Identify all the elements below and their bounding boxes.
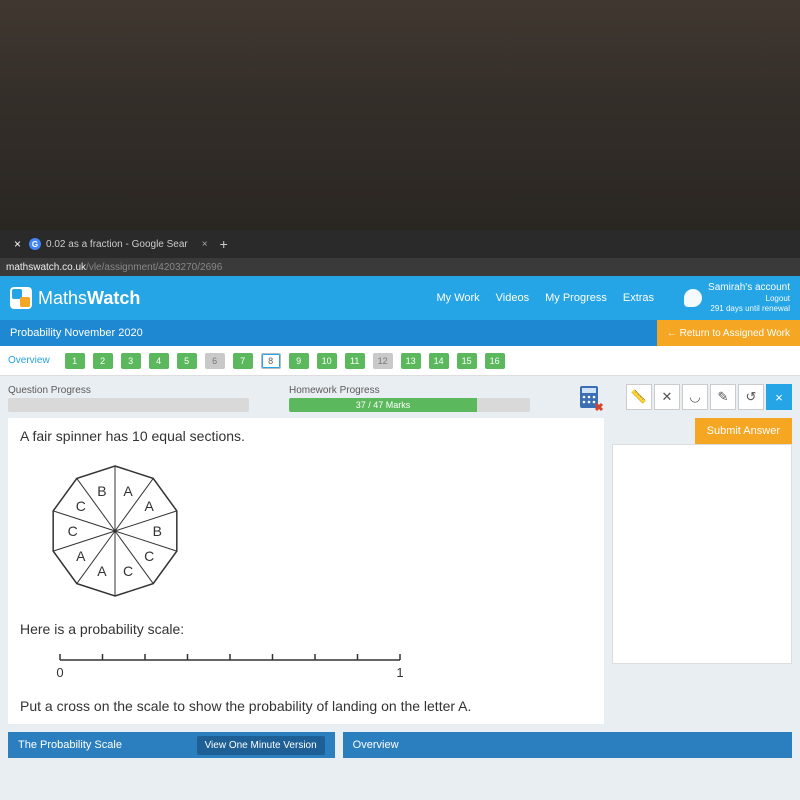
question-nav-15[interactable]: 15 <box>457 353 477 369</box>
probability-scale: 0 1 <box>50 645 592 688</box>
tab-close-icon[interactable]: × <box>202 239 208 250</box>
drawing-toolbar: 📏 ✕ ◡ ✎ ↺ × <box>612 384 792 410</box>
nav-progress[interactable]: My Progress <box>545 292 607 304</box>
question-nav-2[interactable]: 2 <box>93 353 113 369</box>
question-card: A fair spinner has 10 equal sections. AA… <box>8 418 604 724</box>
svg-text:C: C <box>144 548 154 564</box>
nav-extras[interactable]: Extras <box>623 292 654 304</box>
question-nav-1[interactable]: 1 <box>65 353 85 369</box>
ruler-icon[interactable]: 📏 <box>626 384 652 410</box>
question-nav-7[interactable]: 7 <box>233 353 253 369</box>
spinner-diagram: AABCCAACCB <box>40 456 592 609</box>
question-nav-8[interactable]: 8 <box>261 353 281 369</box>
new-tab-button[interactable]: + <box>220 236 228 252</box>
homework-progress-label: Homework Progress <box>289 385 530 396</box>
homework-progress-fill: 37 / 47 Marks <box>289 398 477 412</box>
logout-link[interactable]: Logout <box>708 294 790 304</box>
renewal-text: 291 days until renewal <box>708 304 790 314</box>
nav-links: My Work Videos My Progress Extras Samira… <box>436 282 790 315</box>
assignment-bar: Probability November 2020 ← Return to As… <box>0 320 800 346</box>
photo-background <box>0 0 800 230</box>
bottom-cards: The Probability Scale View One Minute Ve… <box>0 724 800 766</box>
url-host: mathswatch.co.uk <box>6 262 86 273</box>
close-icon[interactable]: × <box>14 237 21 251</box>
account-block[interactable]: Samirah's account Logout 291 days until … <box>684 282 790 315</box>
question-progress-label: Question Progress <box>8 385 249 396</box>
overview-card[interactable]: Overview <box>343 732 792 758</box>
return-button[interactable]: ← Return to Assigned Work <box>657 320 800 346</box>
url-bar[interactable]: mathswatch.co.uk/vle/assignment/4203270/… <box>0 258 800 276</box>
question-line2: Here is a probability scale: <box>20 621 592 637</box>
view-one-minute-button[interactable]: View One Minute Version <box>197 736 325 755</box>
svg-text:B: B <box>153 523 162 539</box>
question-nav-6[interactable]: 6 <box>205 353 225 369</box>
svg-text:A: A <box>145 498 155 514</box>
google-favicon: G <box>29 238 41 250</box>
question-nav-12[interactable]: 12 <box>373 353 393 369</box>
work-area[interactable] <box>612 444 792 664</box>
svg-text:1: 1 <box>396 665 403 680</box>
progress-row: Question Progress Homework Progress 37 /… <box>8 384 604 412</box>
account-name: Samirah's account <box>708 282 790 295</box>
protractor-icon[interactable]: ◡ <box>682 384 708 410</box>
question-nav-10[interactable]: 10 <box>317 353 337 369</box>
overview-card-title: Overview <box>353 739 399 751</box>
compass-icon[interactable]: ✕ <box>654 384 680 410</box>
url-path: /vle/assignment/4203270/2696 <box>86 262 222 273</box>
svg-text:B: B <box>97 483 106 499</box>
svg-text:0: 0 <box>56 665 63 680</box>
question-nav-3[interactable]: 3 <box>121 353 141 369</box>
logo-text: MathsWatch <box>38 288 140 309</box>
nav-mywork[interactable]: My Work <box>436 292 479 304</box>
svg-text:C: C <box>76 498 86 514</box>
question-nav-11[interactable]: 11 <box>345 353 365 369</box>
question-line3: Put a cross on the scale to show the pro… <box>20 698 592 714</box>
close-tool-icon[interactable]: × <box>766 384 792 410</box>
pencil-icon[interactable]: ✎ <box>710 384 736 410</box>
question-nav-13[interactable]: 13 <box>401 353 421 369</box>
svg-text:A: A <box>123 483 133 499</box>
browser-tab-bar: × G 0.02 as a fraction - Google Sear × + <box>0 230 800 258</box>
question-nav-4[interactable]: 4 <box>149 353 169 369</box>
logo-icon <box>10 287 32 309</box>
tab-title[interactable]: 0.02 as a fraction - Google Sear <box>46 239 188 250</box>
video-card-title: The Probability Scale <box>18 739 122 751</box>
nav-videos[interactable]: Videos <box>496 292 529 304</box>
video-card[interactable]: The Probability Scale View One Minute Ve… <box>8 732 335 758</box>
homework-progress-bar: 37 / 47 Marks <box>289 398 530 412</box>
assignment-title: Probability November 2020 <box>10 327 143 339</box>
overview-link[interactable]: Overview <box>8 355 50 366</box>
svg-text:C: C <box>68 523 78 539</box>
calculator-icon[interactable] <box>576 384 604 412</box>
submit-answer-button[interactable]: Submit Answer <box>695 418 792 444</box>
speech-icon <box>684 289 702 307</box>
question-line1: A fair spinner has 10 equal sections. <box>20 428 592 444</box>
question-progress-bar <box>8 398 249 412</box>
question-nav-16[interactable]: 16 <box>485 353 505 369</box>
logo[interactable]: MathsWatch <box>10 287 140 309</box>
app-header: MathsWatch My Work Videos My Progress Ex… <box>0 276 800 320</box>
question-nav: Overview 12345678910111213141516 <box>0 346 800 376</box>
question-nav-5[interactable]: 5 <box>177 353 197 369</box>
question-nav-9[interactable]: 9 <box>289 353 309 369</box>
svg-text:A: A <box>97 563 107 579</box>
question-nav-14[interactable]: 14 <box>429 353 449 369</box>
svg-text:C: C <box>123 563 133 579</box>
svg-text:A: A <box>76 548 86 564</box>
undo-icon[interactable]: ↺ <box>738 384 764 410</box>
browser-window: × G 0.02 as a fraction - Google Sear × +… <box>0 230 800 800</box>
